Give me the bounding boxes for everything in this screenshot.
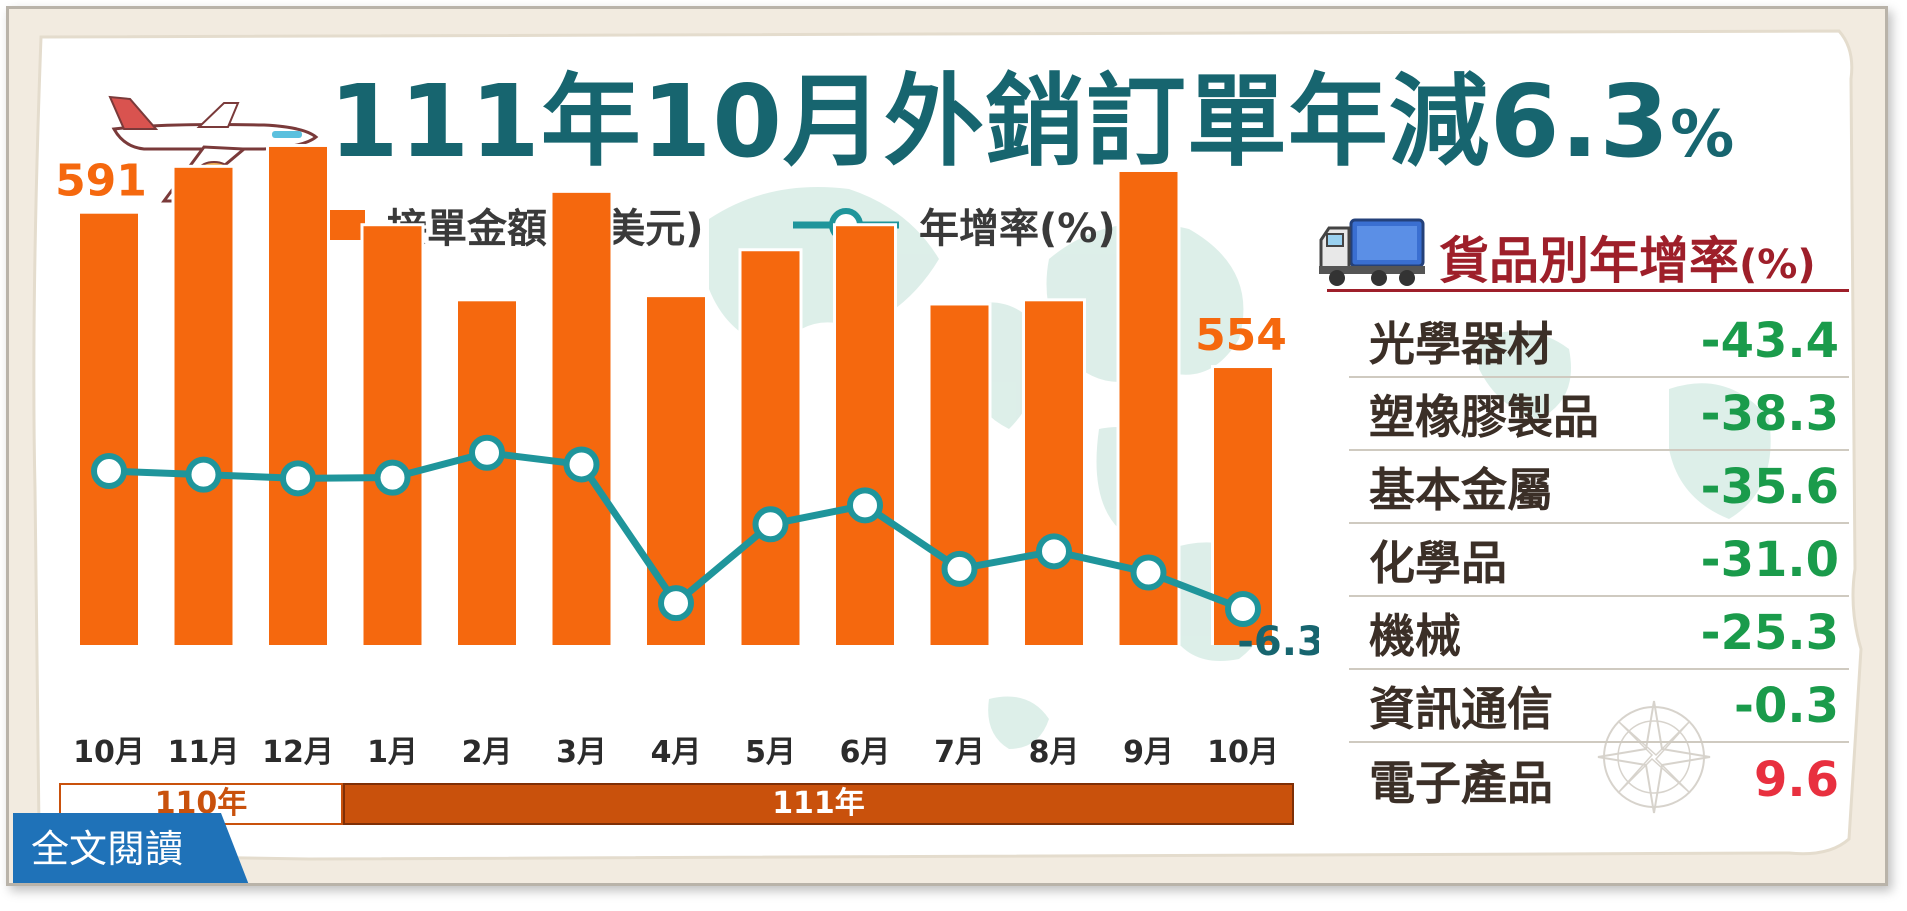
goods-value: -43.4: [1700, 312, 1839, 369]
goods-row: 光學器材 -43.4: [1349, 305, 1849, 378]
goods-value: -31.0: [1700, 531, 1839, 588]
bar-5: [552, 192, 611, 646]
growth-rate-point-3: [374, 459, 411, 496]
goods-panel-title-text: 貨品別年增率: [1439, 232, 1739, 290]
bar-value-label: 591: [55, 156, 147, 207]
line-value-label: -6.3: [1237, 619, 1319, 665]
x-tick-label: 2月: [462, 735, 513, 770]
goods-value: 9.6: [1753, 751, 1839, 808]
x-tick-label: 1月: [367, 735, 418, 770]
goods-panel-title: 貨品別年增率(%): [1439, 221, 1816, 293]
growth-rate-point-11: [1130, 554, 1167, 591]
goods-row: 機械 -25.3: [1349, 597, 1849, 670]
growth-rate-point-10: [1036, 533, 1072, 570]
main-title: 111年10月外銷訂單年減6.3%: [329, 67, 1735, 190]
growth-rate-point-9: [941, 550, 978, 587]
goods-row: 電子產品 9.6: [1349, 743, 1849, 816]
bar-2: [269, 146, 327, 645]
growth-rate-point-7: [752, 506, 789, 543]
x-tick-label: 8月: [1029, 735, 1080, 770]
bar-3: [363, 226, 422, 645]
goods-row: 資訊通信 -0.3: [1349, 670, 1849, 743]
goods-name: 塑橡膠製品: [1369, 389, 1599, 444]
goods-value: -25.3: [1700, 604, 1839, 661]
goods-value: -38.3: [1700, 385, 1839, 442]
bar-8: [836, 226, 894, 645]
bar-7: [741, 251, 800, 646]
growth-rate-point-2: [280, 460, 316, 497]
legend-line-label: 年增率(%): [919, 206, 1116, 252]
compass-icon: [1597, 700, 1711, 814]
main-title-text: 111年10月外銷訂單年減6.3: [329, 63, 1671, 180]
bar-9: [930, 305, 989, 645]
goods-row: 基本金屬 -35.6: [1349, 451, 1849, 524]
x-tick-label: 10月: [73, 735, 145, 770]
goods-name: 光學器材: [1369, 316, 1553, 371]
goods-name: 資訊通信: [1369, 681, 1553, 736]
growth-rate-point-12: [1225, 590, 1261, 627]
main-title-percent: %: [1670, 98, 1736, 172]
x-tick-label: 6月: [840, 735, 891, 770]
goods-row: 塑橡膠製品 -38.3: [1349, 378, 1849, 451]
goods-name: 電子產品: [1369, 755, 1553, 810]
bar-0: [80, 213, 138, 645]
growth-rate-point-8: [847, 487, 883, 524]
growth-rate-point-5: [563, 446, 600, 483]
goods-value: -35.6: [1700, 458, 1839, 515]
x-tick-label: 3月: [556, 735, 607, 770]
goods-row: 化學品 -31.0: [1349, 524, 1849, 597]
x-tick-label: 4月: [651, 735, 702, 770]
x-tick-label: 5月: [745, 735, 796, 770]
x-tick-label: 9月: [1123, 735, 1174, 770]
truck-icon: [1319, 218, 1425, 286]
x-tick-label: 11月: [168, 735, 240, 770]
x-tick-label: 12月: [262, 735, 334, 770]
year-111-band: 111年: [343, 783, 1294, 825]
growth-rate-point-4: [469, 434, 505, 471]
goods-name: 化學品: [1369, 535, 1507, 590]
growth-rate-point-6: [658, 585, 694, 622]
bar-4: [458, 301, 516, 645]
growth-rate-point-0: [91, 453, 127, 490]
goods-panel-title-rule: [1327, 289, 1849, 292]
bar-value-label: 554: [1195, 310, 1287, 361]
infographic-frame: 111年10月外銷訂單年減6.3% 接單金額(億美元) 年增率(%) 591 55…: [6, 6, 1888, 886]
legend-bar-label: 接單金額(億美元): [387, 206, 704, 252]
goods-value: -0.3: [1734, 677, 1839, 734]
goods-name: 機械: [1369, 608, 1461, 663]
growth-rate-point-1: [185, 456, 222, 493]
bar-1: [174, 167, 233, 645]
x-tick-label: 10月: [1207, 735, 1279, 770]
goods-table: 光學器材 -43.4 塑橡膠製品 -38.3 基本金屬 -35.6 化學品 -3…: [1349, 305, 1849, 816]
orders-chart: 591 554 -6.3 10月 11月 12月 1月 2月 3月 4月 5月 6月 7月 8月 9月 10…: [55, 143, 1319, 770]
read-more-button[interactable]: 全文閱讀: [13, 813, 249, 883]
bar-10: [1025, 301, 1083, 645]
x-tick-label: 7月: [934, 735, 985, 770]
goods-panel-title-unit: (%): [1739, 242, 1816, 288]
goods-name: 基本金屬: [1369, 462, 1553, 517]
year-band: 110年 111年: [59, 783, 1294, 825]
